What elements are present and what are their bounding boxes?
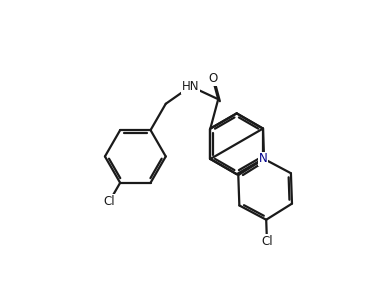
Text: HN: HN <box>182 80 199 93</box>
Text: N: N <box>259 152 267 166</box>
Text: O: O <box>208 72 217 85</box>
Text: Cl: Cl <box>261 235 273 248</box>
Text: Cl: Cl <box>103 195 115 208</box>
